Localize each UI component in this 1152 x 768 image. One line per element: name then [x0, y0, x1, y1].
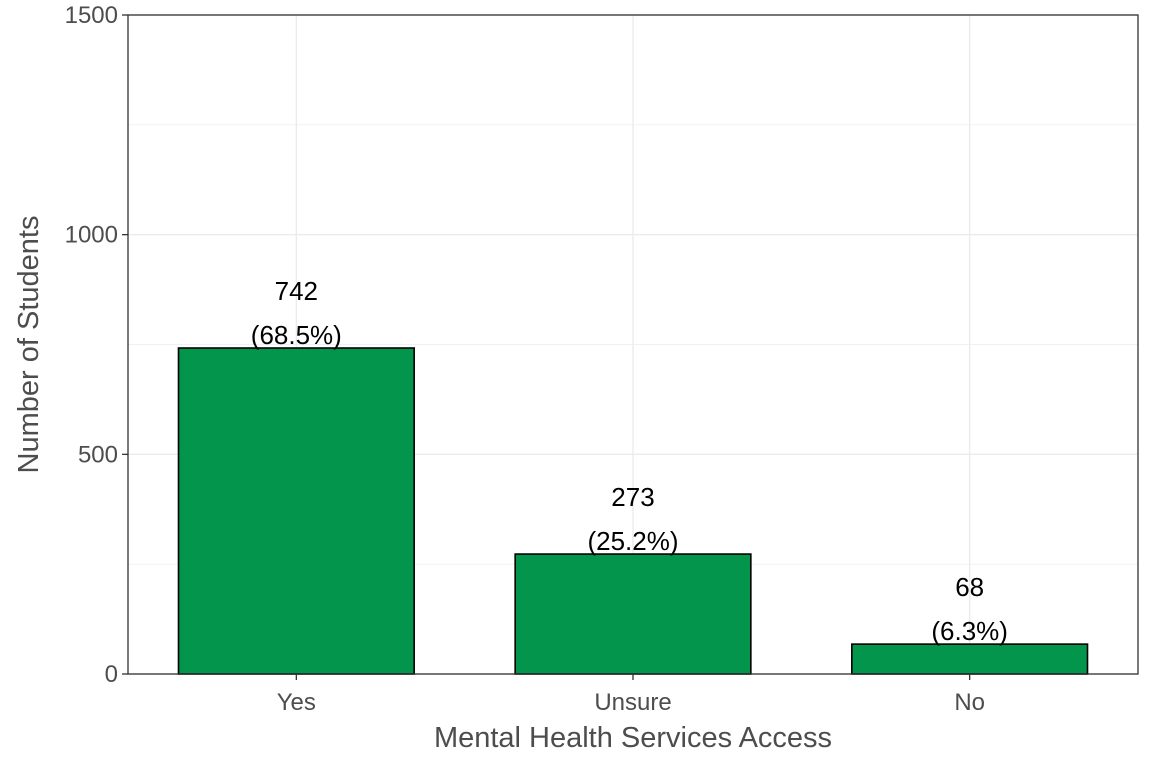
y-tick-label: 500 — [78, 441, 118, 468]
x-tick-label: Unsure — [594, 689, 671, 716]
y-axis-title: Number of Students — [13, 216, 45, 474]
data-label-count: 68 — [955, 572, 984, 602]
data-label-percent: (25.2%) — [587, 526, 678, 556]
y-tick-label: 1500 — [65, 2, 118, 29]
axes: 0 500 1000 1500 Yes Unsure No — [65, 2, 985, 716]
x-tick-label: No — [954, 689, 985, 716]
data-label-percent: (6.3%) — [931, 616, 1008, 646]
data-label-count: 742 — [275, 276, 318, 306]
y-tick-label: 1000 — [65, 222, 118, 249]
bar-yes — [177, 347, 415, 675]
bar-no — [851, 643, 1089, 675]
data-label-count: 273 — [611, 482, 654, 512]
x-axis-title: Mental Health Services Access — [434, 722, 832, 754]
bar-unsure — [514, 553, 752, 675]
data-label-percent: (68.5%) — [251, 320, 342, 350]
y-tick-label: 0 — [105, 661, 118, 688]
x-tick-label: Yes — [277, 689, 316, 716]
data-labels: 742 (68.5%) 273 (25.2%) 68 (6.3%) — [251, 276, 1008, 646]
